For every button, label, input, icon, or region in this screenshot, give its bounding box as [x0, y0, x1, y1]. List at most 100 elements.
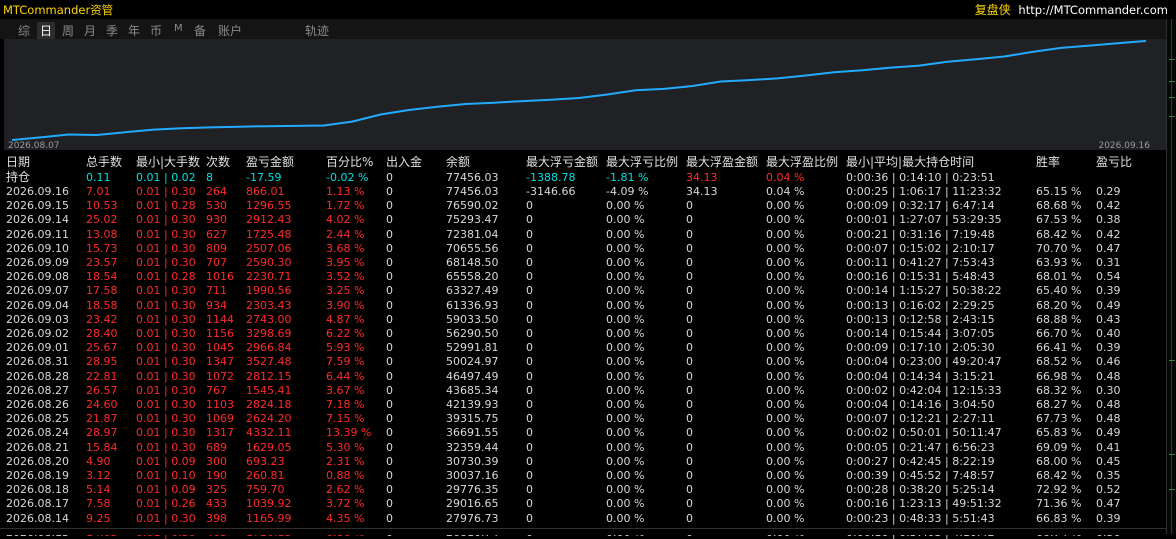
table-cell: 68.27 % [1036, 398, 1082, 411]
column-header: 余额 [446, 155, 471, 169]
table-cell: 0.00 % [766, 270, 805, 284]
holding-row-label: 持仓 [6, 170, 31, 184]
table-cell: 7.58 [86, 497, 111, 511]
table-cell: 0:00:23 | 0:48:33 | 5:51:43 [846, 511, 995, 525]
row-date: 2026.08.14 [6, 511, 69, 525]
table-cell: 0 [526, 426, 533, 440]
table-cell: 36691.55 [446, 426, 499, 440]
table-cell: 0.00 % [606, 440, 645, 454]
table-cell: 0 [686, 270, 693, 284]
table-cell: 68.01 % [1036, 270, 1082, 284]
table-cell: 0.00 % [606, 199, 645, 213]
table-cell: 3527.48 [246, 355, 292, 369]
row-date: 2026.08.27 [6, 383, 69, 397]
scrollbar-marker [1169, 116, 1175, 117]
tab-7[interactable]: M [174, 23, 183, 34]
tab-3[interactable]: 月 [84, 24, 97, 38]
table-cell: 1156 [206, 327, 234, 340]
column-header: 最小|平均|最大持仓时间 [846, 155, 975, 169]
table-cell: 68.00 % [1036, 454, 1082, 468]
table-cell: 0.00 % [766, 412, 805, 426]
table-cell: 34.13 [686, 185, 718, 198]
app-title: MTCommander资管 [3, 3, 114, 17]
table-cell: 0:00:09 | 0:17:10 | 2:05:30 [846, 341, 995, 355]
table-cell: 0.00 % [766, 241, 805, 255]
table-cell: 689 [206, 440, 227, 454]
horizontal-scrollbar[interactable] [0, 528, 1166, 535]
table-cell: 0 [526, 312, 533, 326]
table-cell: 18.58 [86, 298, 118, 312]
table-cell: 3.90 % [326, 298, 365, 312]
table-cell: 68.42 % [1036, 227, 1082, 241]
table-cell: 0.01 | 0.30 [136, 241, 196, 255]
row-date: 2026.09.11 [6, 227, 69, 241]
row-date: 2026.08.26 [6, 398, 69, 411]
table-cell: 68.52 % [1036, 355, 1082, 369]
tab-8[interactable]: 备 [194, 24, 207, 38]
table-cell: 69.09 % [1036, 440, 1082, 454]
column-header: 出入金 [386, 155, 423, 169]
tab-1[interactable]: 日 [37, 22, 56, 39]
column-header: 最大浮盈比例 [766, 155, 839, 169]
table-cell: 0 [686, 440, 693, 454]
table-cell: 70655.56 [446, 241, 499, 255]
table-cell: 0.30 [1096, 383, 1121, 397]
tab-4[interactable]: 季 [106, 24, 119, 38]
tab-2[interactable]: 周 [62, 24, 75, 38]
table-cell: 0 [386, 256, 393, 269]
table-cell: 0.01 | 0.30 [136, 185, 196, 198]
table-cell: 29776.35 [446, 483, 499, 497]
tab-0[interactable]: 综 [18, 24, 31, 38]
table-cell: 68.32 % [1036, 383, 1082, 397]
table-cell: 59033.50 [446, 312, 499, 326]
table-cell: 0:00:21 | 0:31:16 | 7:19:48 [846, 227, 995, 241]
row-date: 2026.09.07 [6, 284, 69, 298]
table-cell: 759.70 [246, 483, 285, 497]
tab-6[interactable]: 币 [150, 24, 163, 38]
table-cell: 0 [386, 483, 393, 497]
table-cell: 0.01 | 0.30 [136, 227, 196, 241]
table-cell: 0.01 | 0.30 [136, 440, 196, 454]
table-cell: 0.01 | 0.30 [136, 369, 196, 383]
table-cell: 627 [206, 227, 227, 241]
tab-9[interactable]: 账户 [218, 24, 243, 38]
table-cell: 0.00 % [766, 284, 805, 298]
table-cell: 0 [386, 341, 393, 355]
table-cell: 42139.93 [446, 398, 499, 411]
tab-5[interactable]: 年 [128, 24, 141, 38]
table-cell: 0.00 % [606, 241, 645, 255]
table-cell: 68.88 % [1036, 312, 1082, 326]
table-cell: 0 [386, 398, 393, 411]
table-cell: 0.01 | 0.28 [136, 199, 196, 213]
table-cell: 0.47 [1096, 241, 1121, 255]
holding-cell: 77456.03 [446, 171, 499, 184]
table-cell: 0 [686, 284, 693, 298]
table-cell: 25.67 [86, 341, 118, 355]
table-cell: 68148.50 [446, 256, 499, 269]
vertical-scrollbar[interactable] [1166, 19, 1176, 534]
table-cell: 0.00 % [606, 412, 645, 426]
table-cell: 0.52 [1096, 483, 1121, 497]
table-cell: 5.14 [86, 483, 111, 497]
holding-cell: 0.11 [86, 171, 111, 184]
table-cell: 0.01 | 0.30 [136, 327, 196, 340]
table-cell: 0:00:14 | 1:15:27 | 50:38:22 [846, 284, 1002, 298]
tab-10[interactable]: 轨迹 [305, 24, 330, 38]
table-cell: 3.12 [86, 469, 111, 482]
brand-url-link[interactable]: http://MTCommander.com [1018, 3, 1168, 17]
table-cell: 0:00:04 | 0:14:34 | 3:15:21 [846, 369, 995, 383]
table-cell: 0:00:13 | 0:16:02 | 2:29:25 [846, 298, 995, 312]
holding-cell: 34.13 [686, 171, 718, 184]
table-cell: 0.54 [1096, 270, 1121, 284]
table-cell: 2507.06 [246, 241, 292, 255]
table-cell: 0 [386, 241, 393, 255]
holding-cell: -0.02 % [326, 171, 369, 184]
row-date: 2026.08.20 [6, 454, 69, 468]
table-cell: 7.18 % [326, 398, 365, 411]
table-cell: 0.00 % [766, 483, 805, 497]
table-cell: 2824.18 [246, 398, 292, 411]
table-cell: 4.87 % [326, 312, 365, 326]
table-cell: 0 [386, 227, 393, 241]
table-cell: 0 [386, 469, 393, 482]
table-cell: 0.04 % [766, 185, 805, 198]
